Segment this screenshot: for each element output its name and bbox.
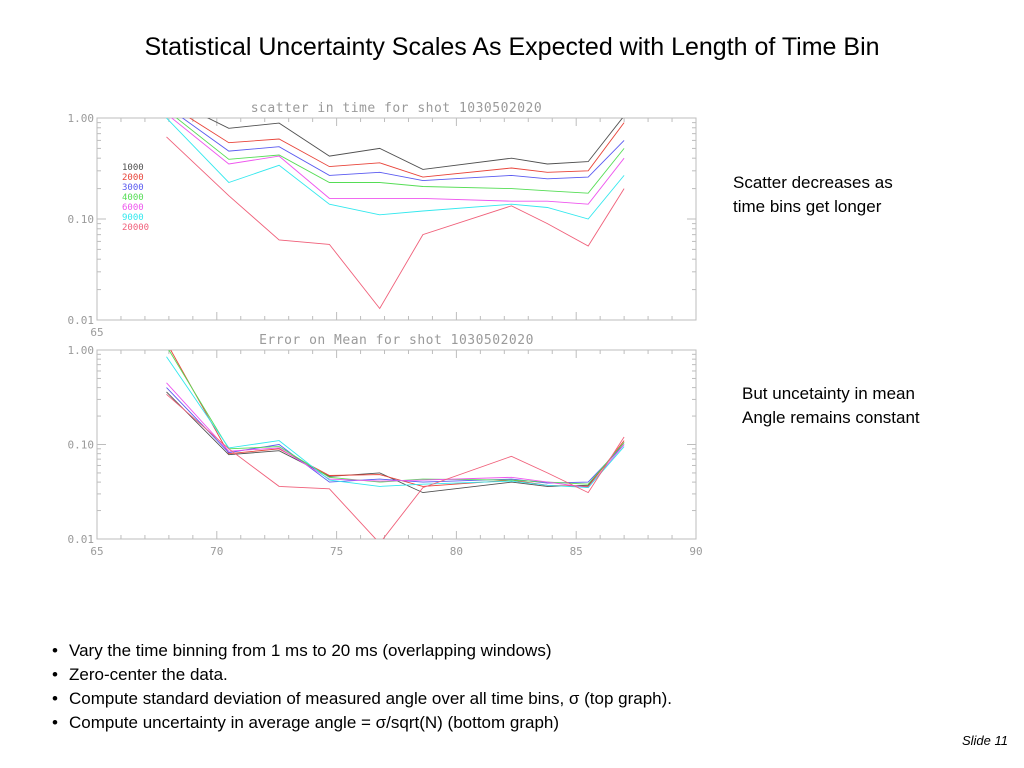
- y-tick-label: 1.00: [68, 344, 95, 357]
- x-tick-label: 85: [570, 545, 583, 558]
- y-tick-label: 0.01: [68, 533, 95, 546]
- series-line-1000: [207, 118, 624, 170]
- bullet-item: Compute standard deviation of measured a…: [50, 687, 672, 711]
- x-tick-label: 80: [450, 545, 463, 558]
- note-uncertainty-line-1: But uncetainty in mean: [742, 384, 915, 403]
- scatter-plot: scatter in time for shot 1030502020 1.00 0…: [68, 101, 697, 339]
- note-scatter-line-1: Scatter decreases as: [733, 173, 893, 192]
- bullet-list: Vary the time binning from 1 ms to 20 ms…: [50, 639, 672, 735]
- series-line-4000: [175, 118, 625, 194]
- series-line-1000: [166, 391, 625, 494]
- legend-label-4000: 4000: [122, 193, 144, 203]
- bullet-item: Zero-center the data.: [50, 663, 672, 687]
- plot-title: Error on Mean for shot 1030502020: [259, 333, 534, 348]
- y-tick-label: 0.10: [68, 213, 95, 226]
- legend-label-20000: 20000: [122, 223, 149, 233]
- legend-label-1000: 1000: [122, 163, 144, 173]
- series-line-4000: [168, 350, 625, 485]
- legend-label-9000: 9000: [122, 213, 144, 223]
- slide-number: Slide 11: [961, 733, 1008, 748]
- series-line-3000: [166, 387, 625, 484]
- series-line-9000: [166, 118, 625, 220]
- note-uncertainty: But uncetainty in mean Angle remains con…: [742, 382, 920, 430]
- y-tick-label: 0.01: [68, 314, 95, 327]
- series-line-20000: [166, 136, 625, 310]
- series-line-3000: [181, 118, 625, 182]
- slide-title: Statistical Uncertainty Scales As Expect…: [144, 33, 880, 61]
- bullet-item: Vary the time binning from 1 ms to 20 ms…: [50, 639, 672, 663]
- series-line-6000: [166, 382, 625, 489]
- series-line-2000: [170, 350, 625, 487]
- bullet-item: Compute uncertainty in average angle = σ…: [50, 711, 672, 735]
- x-tick-label: 65: [90, 326, 103, 339]
- x-tick-label: 65: [90, 545, 103, 558]
- y-tick-label: 0.10: [68, 439, 95, 452]
- series-line-6000: [170, 118, 625, 205]
- series-line-9000: [166, 356, 625, 489]
- x-tick-label: 75: [330, 545, 343, 558]
- series-group: [166, 350, 625, 539]
- note-scatter: Scatter decreases as time bins get longe…: [733, 171, 893, 219]
- legend-label-2000: 2000: [122, 173, 144, 183]
- series-group: [166, 118, 625, 310]
- plots-figure: scatter in time for shot 1030502020 1.00 0…: [68, 101, 703, 558]
- x-tick-label: 90: [689, 545, 702, 558]
- series-line-2000: [189, 118, 625, 178]
- x-tick-label: 70: [210, 545, 223, 558]
- note-scatter-line-2: time bins get longer: [733, 197, 882, 216]
- series-line-20000: [166, 393, 625, 539]
- y-tick-label: 1.00: [68, 112, 95, 125]
- legend-label-3000: 3000: [122, 183, 144, 193]
- plot-frame: [96, 117, 697, 321]
- plot-title: scatter in time for shot 1030502020: [251, 101, 542, 116]
- error-on-mean-plot: Error on Mean for shot 1030502020 1.00 0.1…: [68, 333, 703, 558]
- legend-label-6000: 6000: [122, 203, 144, 213]
- note-uncertainty-line-2: Angle remains constant: [742, 408, 920, 427]
